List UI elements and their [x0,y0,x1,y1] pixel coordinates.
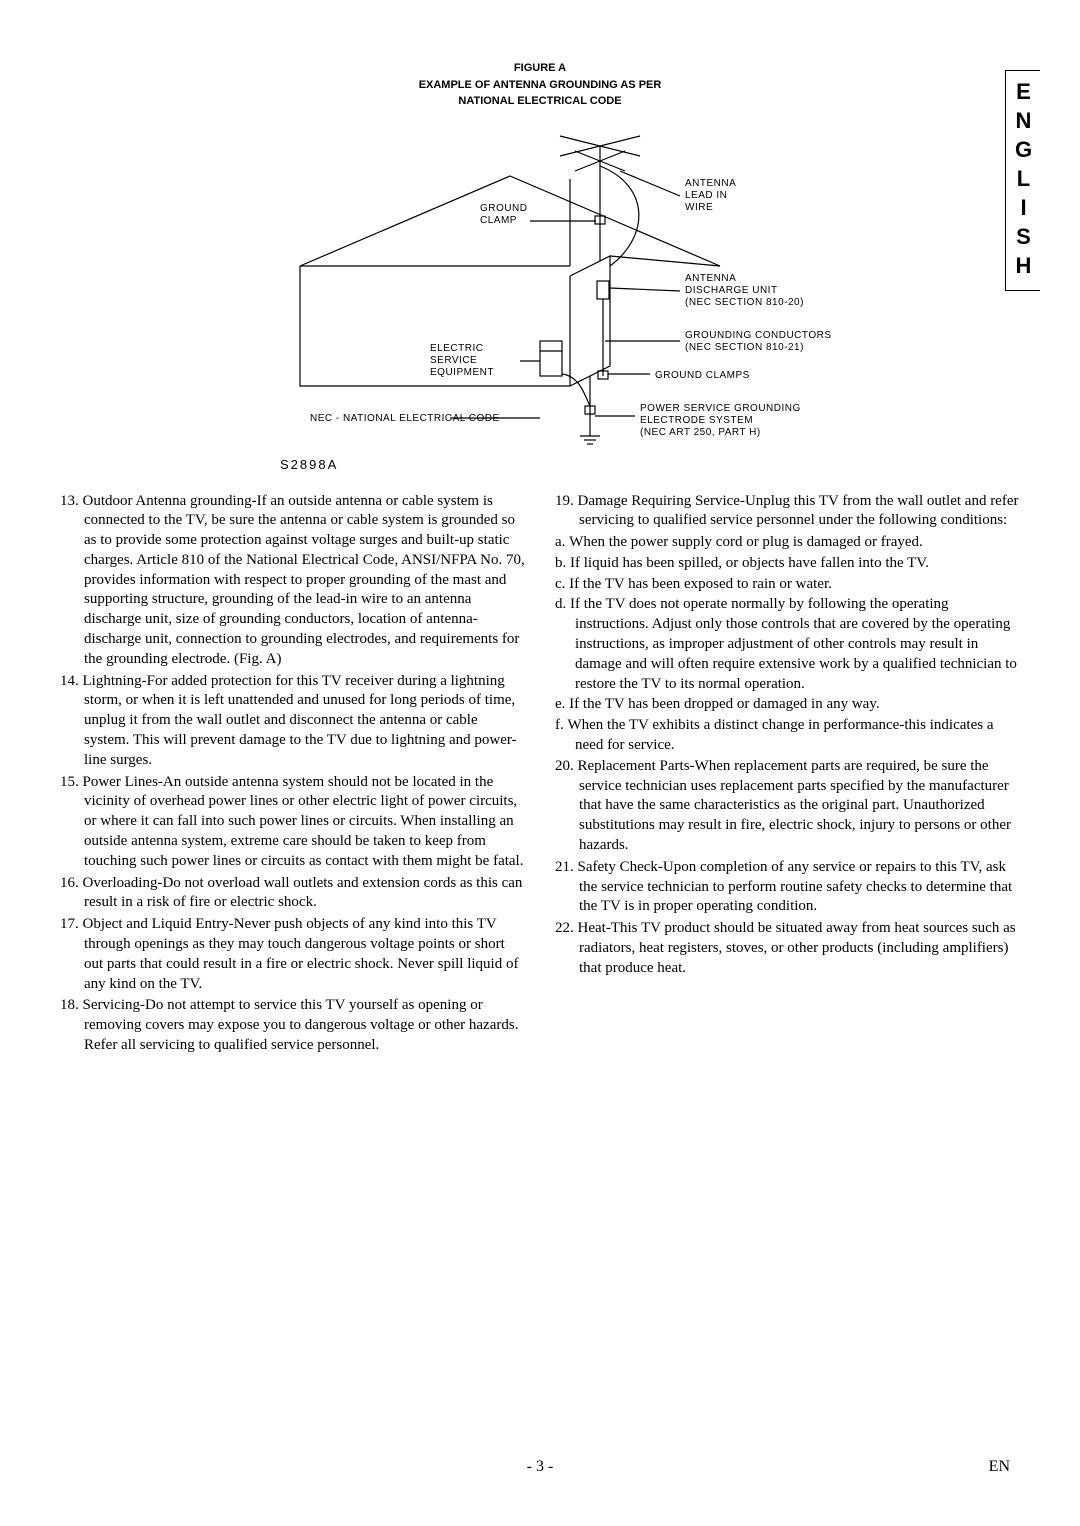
svg-text:WIRE: WIRE [685,202,713,213]
figure-code: S2898A [280,457,900,472]
list-item: 21. Safety Check-Upon completion of any … [555,858,1020,917]
svg-text:POWER SERVICE GROUNDING: POWER SERVICE GROUNDING [640,403,801,414]
sub-list-item: d. If the TV does not operate normally b… [555,595,1020,694]
list-item: 20. Replacement Parts-When replacement p… [555,757,1020,856]
sub-list-item: b. If liquid has been spilled, or object… [555,554,1020,574]
figure-title-2: EXAMPLE OF ANTENNA GROUNDING AS PER [419,79,662,91]
sub-list-item: c. If the TV has been exposed to rain or… [555,575,1020,595]
figure-heading: FIGURE A EXAMPLE OF ANTENNA GROUNDING AS… [180,60,900,110]
list-item: 17. Object and Liquid Entry-Never push o… [60,915,525,994]
svg-text:ANTENNA: ANTENNA [685,178,736,189]
list-item: 19. Damage Requiring Service-Unplug this… [555,492,1020,532]
list-item: 15. Power Lines-An outside antenna syste… [60,773,525,872]
antenna-grounding-diagram: ANTENNA LEAD IN WIRE GROUND CLAMP ANTENN… [180,116,900,446]
svg-text:ELECTRODE SYSTEM: ELECTRODE SYSTEM [640,415,753,426]
list-item: 16. Overloading-Do not overload wall out… [60,874,525,914]
list-item: 22. Heat-This TV product should be situa… [555,919,1020,978]
list-item: 13. Outdoor Antenna grounding-If an outs… [60,492,525,670]
svg-text:EQUIPMENT: EQUIPMENT [430,367,494,378]
left-list: 13. Outdoor Antenna grounding-If an outs… [60,492,525,1056]
svg-text:SERVICE: SERVICE [430,355,477,366]
svg-text:CLAMP: CLAMP [480,215,517,226]
svg-text:ANTENNA: ANTENNA [685,273,736,284]
sub-list: a. When the power supply cord or plug is… [555,533,1020,756]
svg-text:DISCHARGE UNIT: DISCHARGE UNIT [685,285,778,296]
body-columns: 13. Outdoor Antenna grounding-If an outs… [60,492,1020,1058]
svg-text:(NEC ART 250, PART H): (NEC ART 250, PART H) [640,427,761,438]
figure-title-3: NATIONAL ELECTRICAL CODE [458,95,621,107]
svg-text:NEC - NATIONAL ELECTRICAL CODE: NEC - NATIONAL ELECTRICAL CODE [310,413,500,424]
figure-a: FIGURE A EXAMPLE OF ANTENNA GROUNDING AS… [180,60,900,472]
svg-text:ELECTRIC: ELECTRIC [430,343,483,354]
sub-list-item: a. When the power supply cord or plug is… [555,533,1020,553]
svg-text:LEAD IN: LEAD IN [685,190,727,201]
svg-text:(NEC SECTION 810-20): (NEC SECTION 810-20) [685,297,804,308]
svg-text:GROUNDING CONDUCTORS: GROUNDING CONDUCTORS [685,330,831,341]
right-column: 19. Damage Requiring Service-Unplug this… [555,492,1020,1058]
list-item: 18. Servicing-Do not attempt to service … [60,996,525,1055]
page-number: - 3 - [0,1458,1080,1476]
figure-title-1: FIGURE A [514,62,566,74]
svg-text:GROUND: GROUND [480,203,527,214]
right-list: 19. Damage Requiring Service-Unplug this… [555,492,1020,979]
left-column: 13. Outdoor Antenna grounding-If an outs… [60,492,525,1058]
svg-text:(NEC SECTION 810-21): (NEC SECTION 810-21) [685,342,804,353]
svg-text:GROUND CLAMPS: GROUND CLAMPS [655,370,750,381]
sub-list-item: f. When the TV exhibits a distinct chang… [555,716,1020,756]
page: ENGLISH FIGURE A EXAMPLE OF ANTENNA GROU… [0,0,1080,1526]
list-item: 14. Lightning-For added protection for t… [60,672,525,771]
sub-list-item: e. If the TV has been dropped or damaged… [555,695,1020,715]
language-side-tab: ENGLISH [1005,70,1040,291]
page-lang-code: EN [989,1458,1010,1476]
